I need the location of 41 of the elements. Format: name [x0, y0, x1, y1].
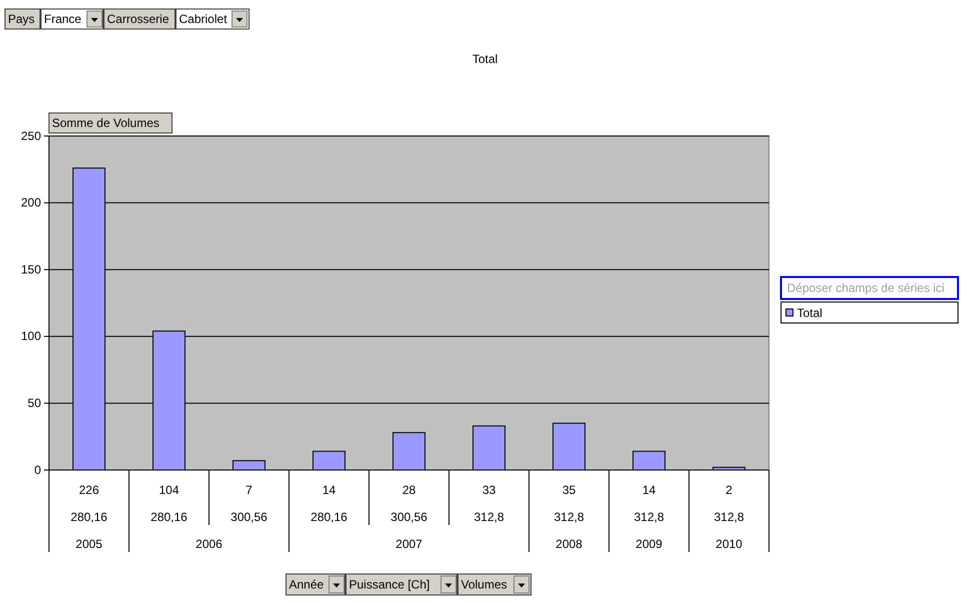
text: 2010 [716, 537, 743, 551]
x-tick-label: 300,56 [230, 510, 268, 524]
y-tick-label: 50 [28, 396, 42, 410]
data-label: 7 [246, 483, 253, 497]
x-tick-label: 312,8 [714, 510, 744, 524]
data-label: 28 [402, 483, 416, 497]
text: Somme de Volumes [52, 116, 160, 130]
data-label: 14 [322, 483, 336, 497]
text: 2006 [196, 537, 223, 551]
x-tick-label: 312,8 [634, 510, 664, 524]
x-tick-label: 300,56 [390, 510, 428, 524]
y-tick-label: 250 [20, 128, 42, 143]
data-label: 33 [482, 483, 496, 497]
x-tick-label: 280,16 [70, 510, 108, 524]
legend-label: Total [797, 306, 822, 320]
x-tick-label: 312,8 [554, 510, 584, 524]
text: Volumes [461, 578, 508, 592]
data-label: 226 [78, 483, 100, 497]
y-tick-label: 150 [20, 262, 42, 276]
y-tick-label: 200 [20, 196, 42, 210]
text: 2008 [556, 537, 583, 551]
x-tick-label: 312,8 [474, 510, 504, 524]
y-tick-label: 100 [20, 329, 42, 344]
data-label: 2 [726, 483, 733, 497]
text: Carrosserie [107, 12, 170, 26]
text: Année [289, 578, 324, 592]
text: 2005 [76, 537, 103, 551]
text: Déposer champs de séries ici [787, 281, 944, 295]
text: 2009 [636, 537, 663, 551]
text: 2007 [396, 537, 423, 551]
x-tick-label: 280,16 [150, 510, 188, 524]
y-tick-label: 0 [34, 462, 42, 477]
data-label: 104 [158, 483, 180, 497]
x-tick-label: 280,16 [310, 510, 348, 524]
data-label: 14 [642, 483, 656, 497]
data-label: 35 [562, 483, 576, 497]
text: France [44, 12, 82, 26]
text: Pays [8, 12, 35, 26]
text: Cabriolet [179, 12, 228, 26]
chart-title: Total [472, 52, 498, 66]
text: Puissance [Ch] [349, 578, 430, 592]
